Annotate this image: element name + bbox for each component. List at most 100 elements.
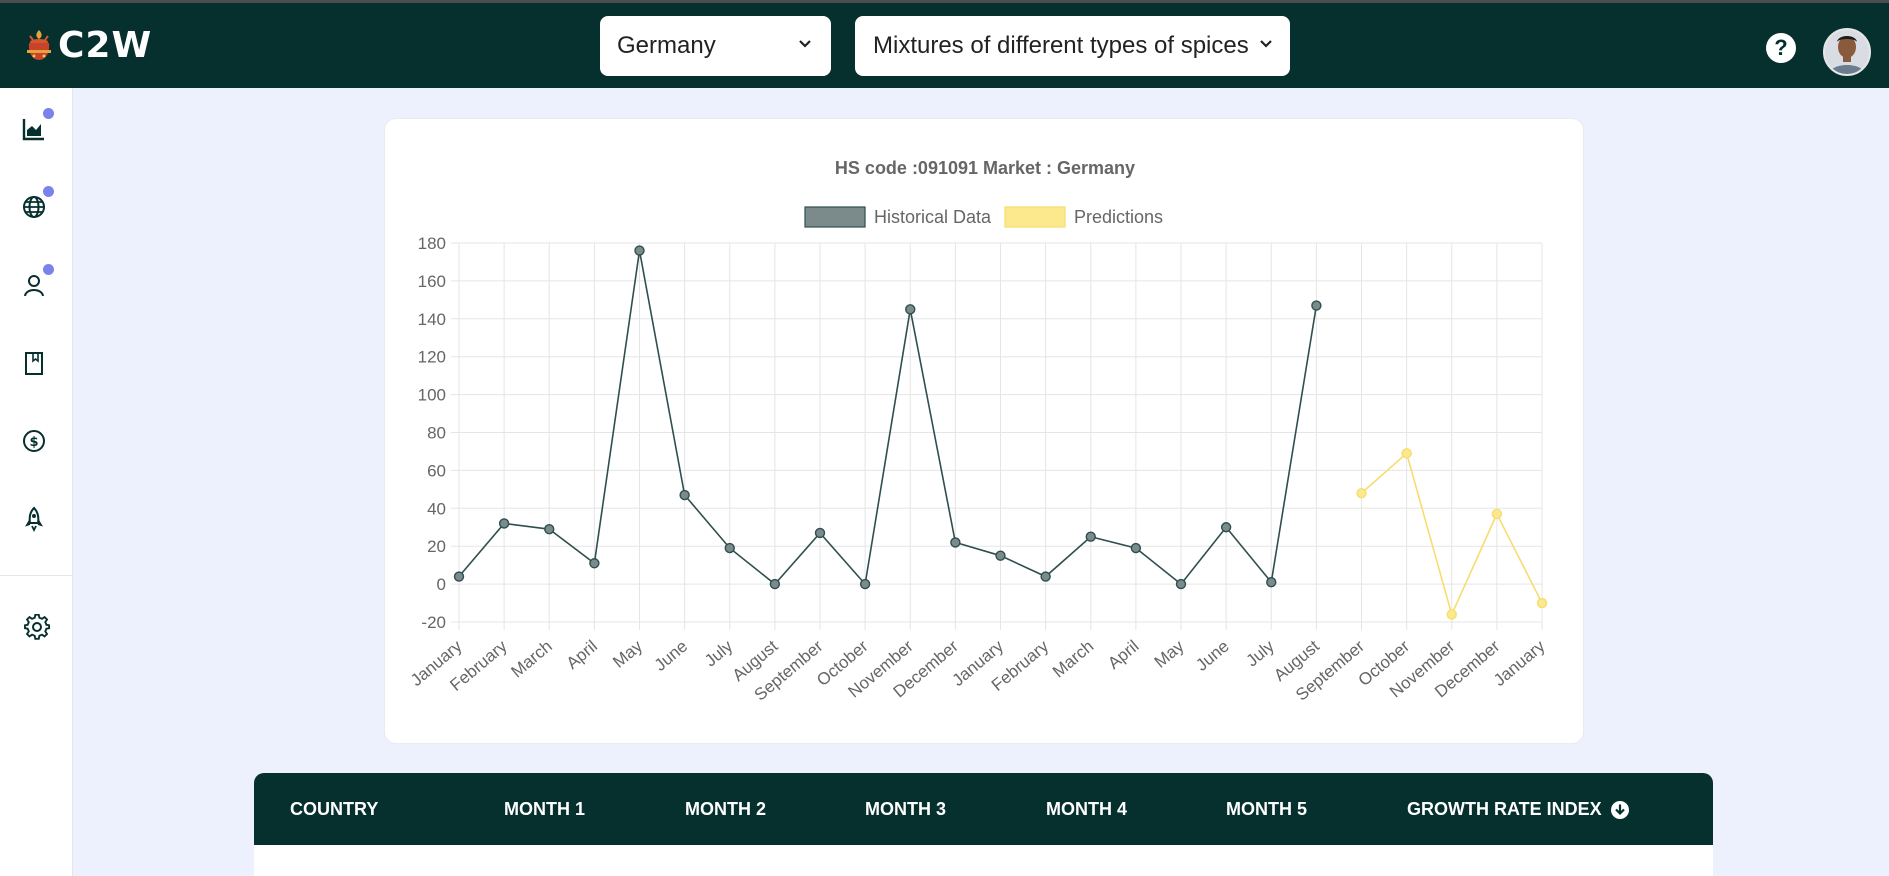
sidebar-item-launch[interactable] (20, 505, 52, 537)
column-header-growth-rate[interactable]: GROWTH RATE INDEX (1407, 773, 1630, 845)
user-avatar[interactable] (1823, 28, 1871, 76)
spice-pot-logo-icon (27, 30, 51, 60)
column-header-month-4[interactable]: MONTH 4 (1046, 799, 1127, 819)
x-tick-label: March (1049, 637, 1097, 682)
data-point[interactable] (679, 489, 690, 501)
chevron-down-icon (1260, 40, 1272, 48)
profile-badge (43, 264, 54, 275)
column-header-month-3[interactable]: MONTH 3 (865, 799, 946, 819)
y-tick-label: 140 (418, 310, 446, 329)
data-point[interactable] (1266, 577, 1277, 588)
column-header-country[interactable]: COUNTRY (290, 799, 379, 819)
globe-icon (23, 196, 45, 218)
data-point[interactable] (498, 518, 510, 529)
data-point[interactable] (995, 550, 1006, 561)
x-tick-label: May (1151, 636, 1188, 672)
data-point[interactable] (1536, 597, 1548, 609)
data-point[interactable] (724, 542, 735, 554)
person-avatar-icon (1825, 30, 1869, 74)
x-tick-label: July (1242, 636, 1278, 670)
country-select[interactable]: Germany (600, 16, 831, 76)
x-tick-label: May (609, 636, 646, 672)
data-point[interactable] (814, 527, 826, 539)
analytics-badge (43, 108, 54, 119)
legend-swatch (1004, 206, 1066, 228)
gear-icon (24, 613, 51, 640)
help-icon[interactable]: ? (1766, 33, 1796, 63)
sidebar-item-pricing[interactable]: $ (20, 427, 52, 459)
product-select[interactable]: Mixtures of different types of spices (855, 16, 1290, 76)
y-tick-label: 60 (427, 461, 446, 480)
dollar-icon: $ (23, 430, 45, 452)
x-tick-label: June (651, 637, 691, 675)
y-tick-label: 160 (418, 272, 446, 291)
chart-card: HS code :091091 Market : Germany Histori… (384, 118, 1584, 744)
series-line-0 (458, 250, 1318, 586)
column-header-month-5[interactable]: MONTH 5 (1226, 799, 1307, 819)
sidebar-item-analytics[interactable] (20, 115, 52, 147)
data-point[interactable] (634, 245, 645, 256)
data-point[interactable] (769, 578, 781, 590)
growth-rate-label: GROWTH RATE INDEX (1407, 799, 1602, 819)
y-tick-label: -20 (421, 613, 446, 632)
data-point[interactable] (905, 304, 916, 315)
column-header-month-2[interactable]: MONTH 2 (685, 799, 766, 819)
arrow-down-circle-icon[interactable] (1610, 800, 1630, 820)
chart-grid (451, 242, 1543, 630)
data-point[interactable] (1401, 448, 1412, 459)
user-icon (24, 275, 44, 297)
x-tick-label: April (563, 637, 601, 673)
y-tick-label: 40 (427, 499, 446, 518)
growth-table-body (254, 845, 1713, 876)
sidebar: $ (0, 88, 73, 876)
y-tick-label: 100 (418, 386, 446, 405)
x-tick-label: June (1192, 637, 1232, 675)
chevron-down-icon (799, 40, 811, 48)
data-point[interactable] (859, 578, 871, 590)
y-tick-label: 120 (418, 348, 446, 367)
data-point[interactable] (544, 523, 555, 535)
app-logo[interactable]: C2W (24, 24, 153, 66)
sidebar-item-profile[interactable] (20, 271, 52, 303)
y-tick-label: 180 (418, 234, 446, 253)
sidebar-item-markets[interactable] (20, 193, 52, 225)
data-point[interactable] (1085, 531, 1096, 542)
data-point[interactable] (453, 571, 465, 582)
chart-series (453, 245, 1548, 620)
x-tick-label: January (1490, 636, 1549, 690)
data-point[interactable] (1175, 578, 1187, 590)
x-tick-label: March (507, 637, 555, 682)
growth-table-header: COUNTRY MONTH 1 MONTH 2 MONTH 3 MONTH 4 … (254, 773, 1713, 845)
data-point[interactable] (589, 558, 600, 569)
sidebar-item-saved[interactable] (20, 349, 52, 381)
data-point[interactable] (1040, 571, 1051, 582)
data-point[interactable] (1491, 508, 1503, 520)
legend-label[interactable]: Predictions (1074, 207, 1163, 227)
chart-title: HS code :091091 Market : Germany (835, 158, 1135, 178)
markets-badge (43, 186, 54, 197)
rocket-icon (24, 506, 44, 533)
chart-legend: Historical Data Predictions (804, 206, 1163, 228)
legend-label[interactable]: Historical Data (874, 207, 992, 227)
data-point[interactable] (1220, 522, 1232, 533)
window-top-edge (0, 0, 1889, 3)
forecast-line-chart: HS code :091091 Market : Germany Histori… (407, 158, 1549, 705)
column-header-month-1[interactable]: MONTH 1 (504, 799, 585, 819)
data-point[interactable] (1311, 300, 1322, 311)
legend-swatch (804, 206, 866, 228)
x-tick-label: July (701, 636, 737, 670)
svg-text:$: $ (29, 435, 38, 450)
y-tick-label: 20 (427, 537, 446, 556)
sidebar-item-settings[interactable] (23, 613, 55, 646)
y-axis-ticks: -20 0 20 40 60 80 100 120 140 160 180 (418, 234, 446, 632)
data-point[interactable] (1446, 609, 1457, 620)
sidebar-divider (0, 575, 73, 576)
y-tick-label: 80 (427, 424, 446, 443)
top-header: C2W Germany Mixtures of different types … (0, 3, 1889, 88)
data-point[interactable] (1356, 487, 1367, 499)
app-name: C2W (58, 24, 153, 66)
data-point[interactable] (950, 537, 961, 548)
data-point[interactable] (1130, 542, 1142, 554)
country-select-value: Germany (617, 32, 716, 59)
